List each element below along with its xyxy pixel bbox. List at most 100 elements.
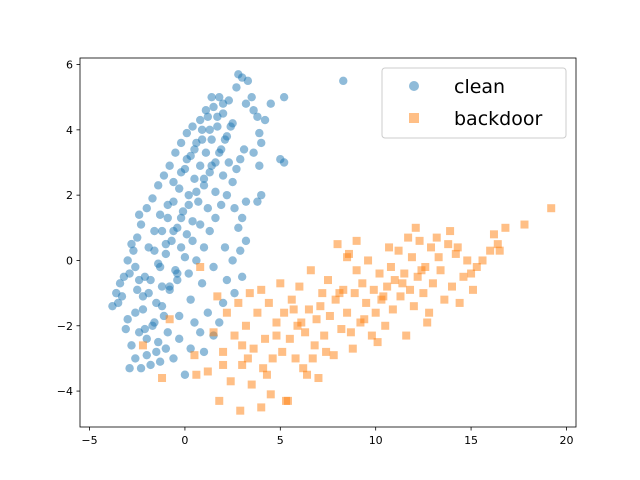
clean-point bbox=[144, 243, 153, 252]
clean-point bbox=[215, 92, 224, 102]
clean-point bbox=[188, 122, 197, 131]
backdoor-point bbox=[331, 295, 340, 304]
clean-point bbox=[176, 138, 186, 148]
series-backdoor bbox=[138, 204, 556, 415]
backdoor-point bbox=[301, 328, 310, 337]
legend: clean backdoor bbox=[381, 67, 567, 139]
clean-point bbox=[234, 70, 243, 79]
clean-point bbox=[125, 364, 134, 373]
backdoor-point bbox=[343, 308, 352, 317]
backdoor-point bbox=[272, 318, 281, 327]
x-tick-label: 10 bbox=[369, 434, 383, 447]
backdoor-point bbox=[436, 266, 445, 275]
clean-point bbox=[237, 213, 247, 223]
clean-point bbox=[199, 174, 209, 184]
clean-point bbox=[146, 275, 155, 285]
clean-point bbox=[243, 76, 253, 86]
clean-point bbox=[180, 370, 190, 379]
backdoor-point bbox=[268, 354, 277, 363]
backdoor-point bbox=[501, 223, 510, 232]
clean-point bbox=[236, 155, 245, 164]
backdoor-point bbox=[316, 302, 325, 311]
clean-point bbox=[138, 305, 148, 314]
backdoor-point bbox=[402, 331, 411, 340]
backdoor-point bbox=[495, 246, 504, 255]
clean-point bbox=[239, 145, 249, 154]
clean-point bbox=[136, 220, 146, 229]
clean-point bbox=[197, 125, 207, 135]
clean-point bbox=[211, 187, 220, 197]
clean-point bbox=[184, 190, 193, 200]
y-tick-label: 0 bbox=[66, 254, 73, 267]
clean-point bbox=[199, 243, 209, 252]
clean-point bbox=[247, 92, 256, 102]
backdoor-point bbox=[192, 370, 201, 379]
clean-point bbox=[159, 171, 169, 180]
backdoor-point bbox=[358, 279, 367, 288]
backdoor-point bbox=[299, 364, 308, 373]
backdoor-point bbox=[428, 279, 437, 288]
backdoor-point bbox=[417, 266, 426, 275]
clean-point bbox=[241, 197, 251, 206]
clean-point bbox=[188, 236, 197, 246]
clean-point bbox=[140, 324, 150, 334]
clean-point bbox=[165, 161, 174, 170]
backdoor-point bbox=[381, 321, 390, 330]
backdoor-point bbox=[407, 253, 416, 262]
backdoor-point bbox=[394, 246, 403, 255]
clean-point bbox=[255, 161, 264, 170]
clean-point bbox=[175, 334, 184, 344]
clean-point bbox=[112, 288, 121, 298]
backdoor-point bbox=[264, 298, 273, 307]
y-tick-label: −4 bbox=[57, 385, 73, 398]
backdoor-point bbox=[236, 406, 245, 415]
backdoor-point bbox=[295, 282, 304, 291]
backdoor-point bbox=[322, 347, 331, 356]
clean-point bbox=[131, 262, 140, 272]
backdoor-point bbox=[203, 367, 212, 376]
backdoor-point bbox=[158, 374, 167, 383]
clean-point bbox=[154, 259, 163, 268]
backdoor-point bbox=[350, 289, 359, 298]
clean-point bbox=[154, 337, 163, 347]
clean-point bbox=[152, 347, 161, 357]
clean-point bbox=[127, 239, 136, 249]
clean-point bbox=[176, 168, 186, 177]
backdoor-point bbox=[234, 298, 243, 307]
clean-point bbox=[148, 194, 157, 203]
backdoor-point bbox=[398, 279, 407, 288]
clean-point bbox=[184, 200, 193, 210]
clean-point bbox=[216, 200, 226, 210]
backdoor-point bbox=[385, 243, 394, 252]
clean-point bbox=[184, 269, 193, 278]
clean-point bbox=[218, 298, 228, 308]
x-tick-label: 20 bbox=[559, 434, 573, 447]
backdoor-point bbox=[463, 256, 472, 265]
clean-point bbox=[188, 217, 197, 226]
clean-point bbox=[199, 347, 209, 357]
x-tick-label: 0 bbox=[181, 434, 188, 447]
backdoor-point bbox=[388, 305, 397, 314]
clean-point bbox=[253, 197, 262, 206]
clean-point bbox=[234, 223, 243, 233]
backdoor-point bbox=[259, 364, 268, 373]
clean-point bbox=[213, 122, 222, 131]
clean-point bbox=[157, 226, 167, 236]
clean-point bbox=[209, 262, 218, 272]
clean-point bbox=[203, 112, 213, 121]
backdoor-point bbox=[222, 308, 231, 317]
backdoor-point bbox=[373, 338, 382, 347]
backdoor-point bbox=[320, 331, 329, 340]
clean-point bbox=[133, 285, 142, 295]
clean-point bbox=[228, 177, 237, 187]
clean-point bbox=[249, 106, 258, 115]
backdoor-point bbox=[379, 292, 388, 301]
clean-point bbox=[197, 279, 207, 288]
clean-point bbox=[186, 344, 195, 353]
clean-point bbox=[163, 328, 172, 337]
clean-point bbox=[182, 128, 192, 138]
backdoor-point bbox=[278, 347, 287, 356]
backdoor-point bbox=[337, 325, 346, 334]
backdoor-point bbox=[318, 289, 327, 298]
